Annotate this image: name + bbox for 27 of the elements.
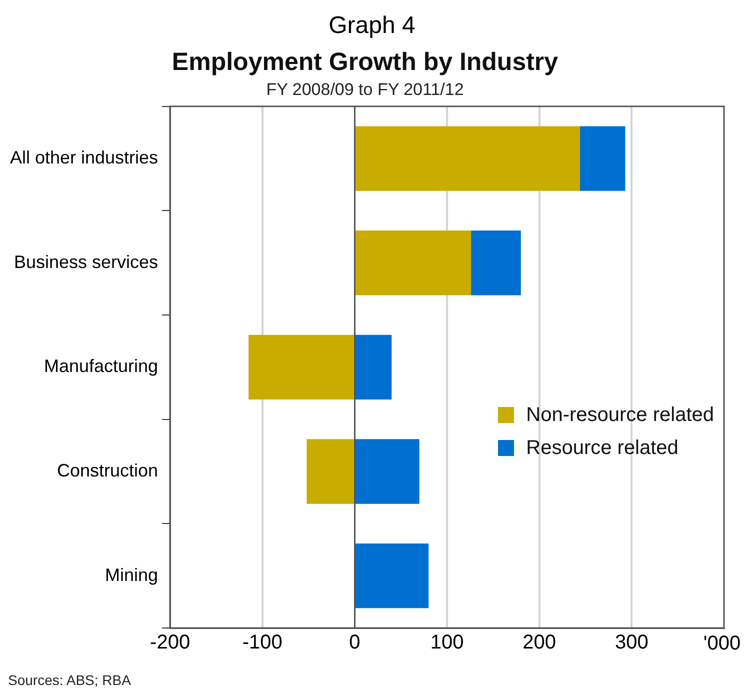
chart-subtitle: FY 2008/09 to FY 2011/12: [266, 80, 464, 99]
bar: [355, 334, 392, 400]
bar: [355, 126, 580, 191]
legend-label: Non-resource related: [526, 404, 714, 427]
x-tick-label: 300: [614, 632, 648, 654]
y-tick-label: Manufacturing: [44, 356, 158, 376]
bar: [471, 230, 521, 296]
caption: Graph 4: [328, 12, 416, 40]
bar: [580, 126, 626, 191]
bar: [355, 439, 420, 504]
source-note: Sources: ABS; RBA: [8, 672, 131, 688]
y-tick-label: Construction: [57, 460, 158, 480]
y-tick-label: Mining: [105, 564, 158, 585]
x-tick-label: -200: [150, 632, 190, 654]
bar: [355, 230, 472, 296]
chart-title: Employment Growth by Industry: [172, 48, 558, 76]
x-axis-title: '000: [703, 632, 741, 655]
bar: [306, 439, 354, 504]
bar: [248, 334, 354, 400]
x-tick-label: 100: [430, 632, 464, 654]
bar: [355, 544, 429, 608]
x-tick-label: -100: [242, 632, 282, 654]
legend-label: Resource related: [526, 436, 678, 460]
y-tick-label: All other industries: [10, 148, 158, 168]
x-tick-label: 200: [522, 632, 556, 654]
y-tick-label: Business services: [14, 252, 158, 272]
x-tick-label: 0: [349, 632, 360, 654]
